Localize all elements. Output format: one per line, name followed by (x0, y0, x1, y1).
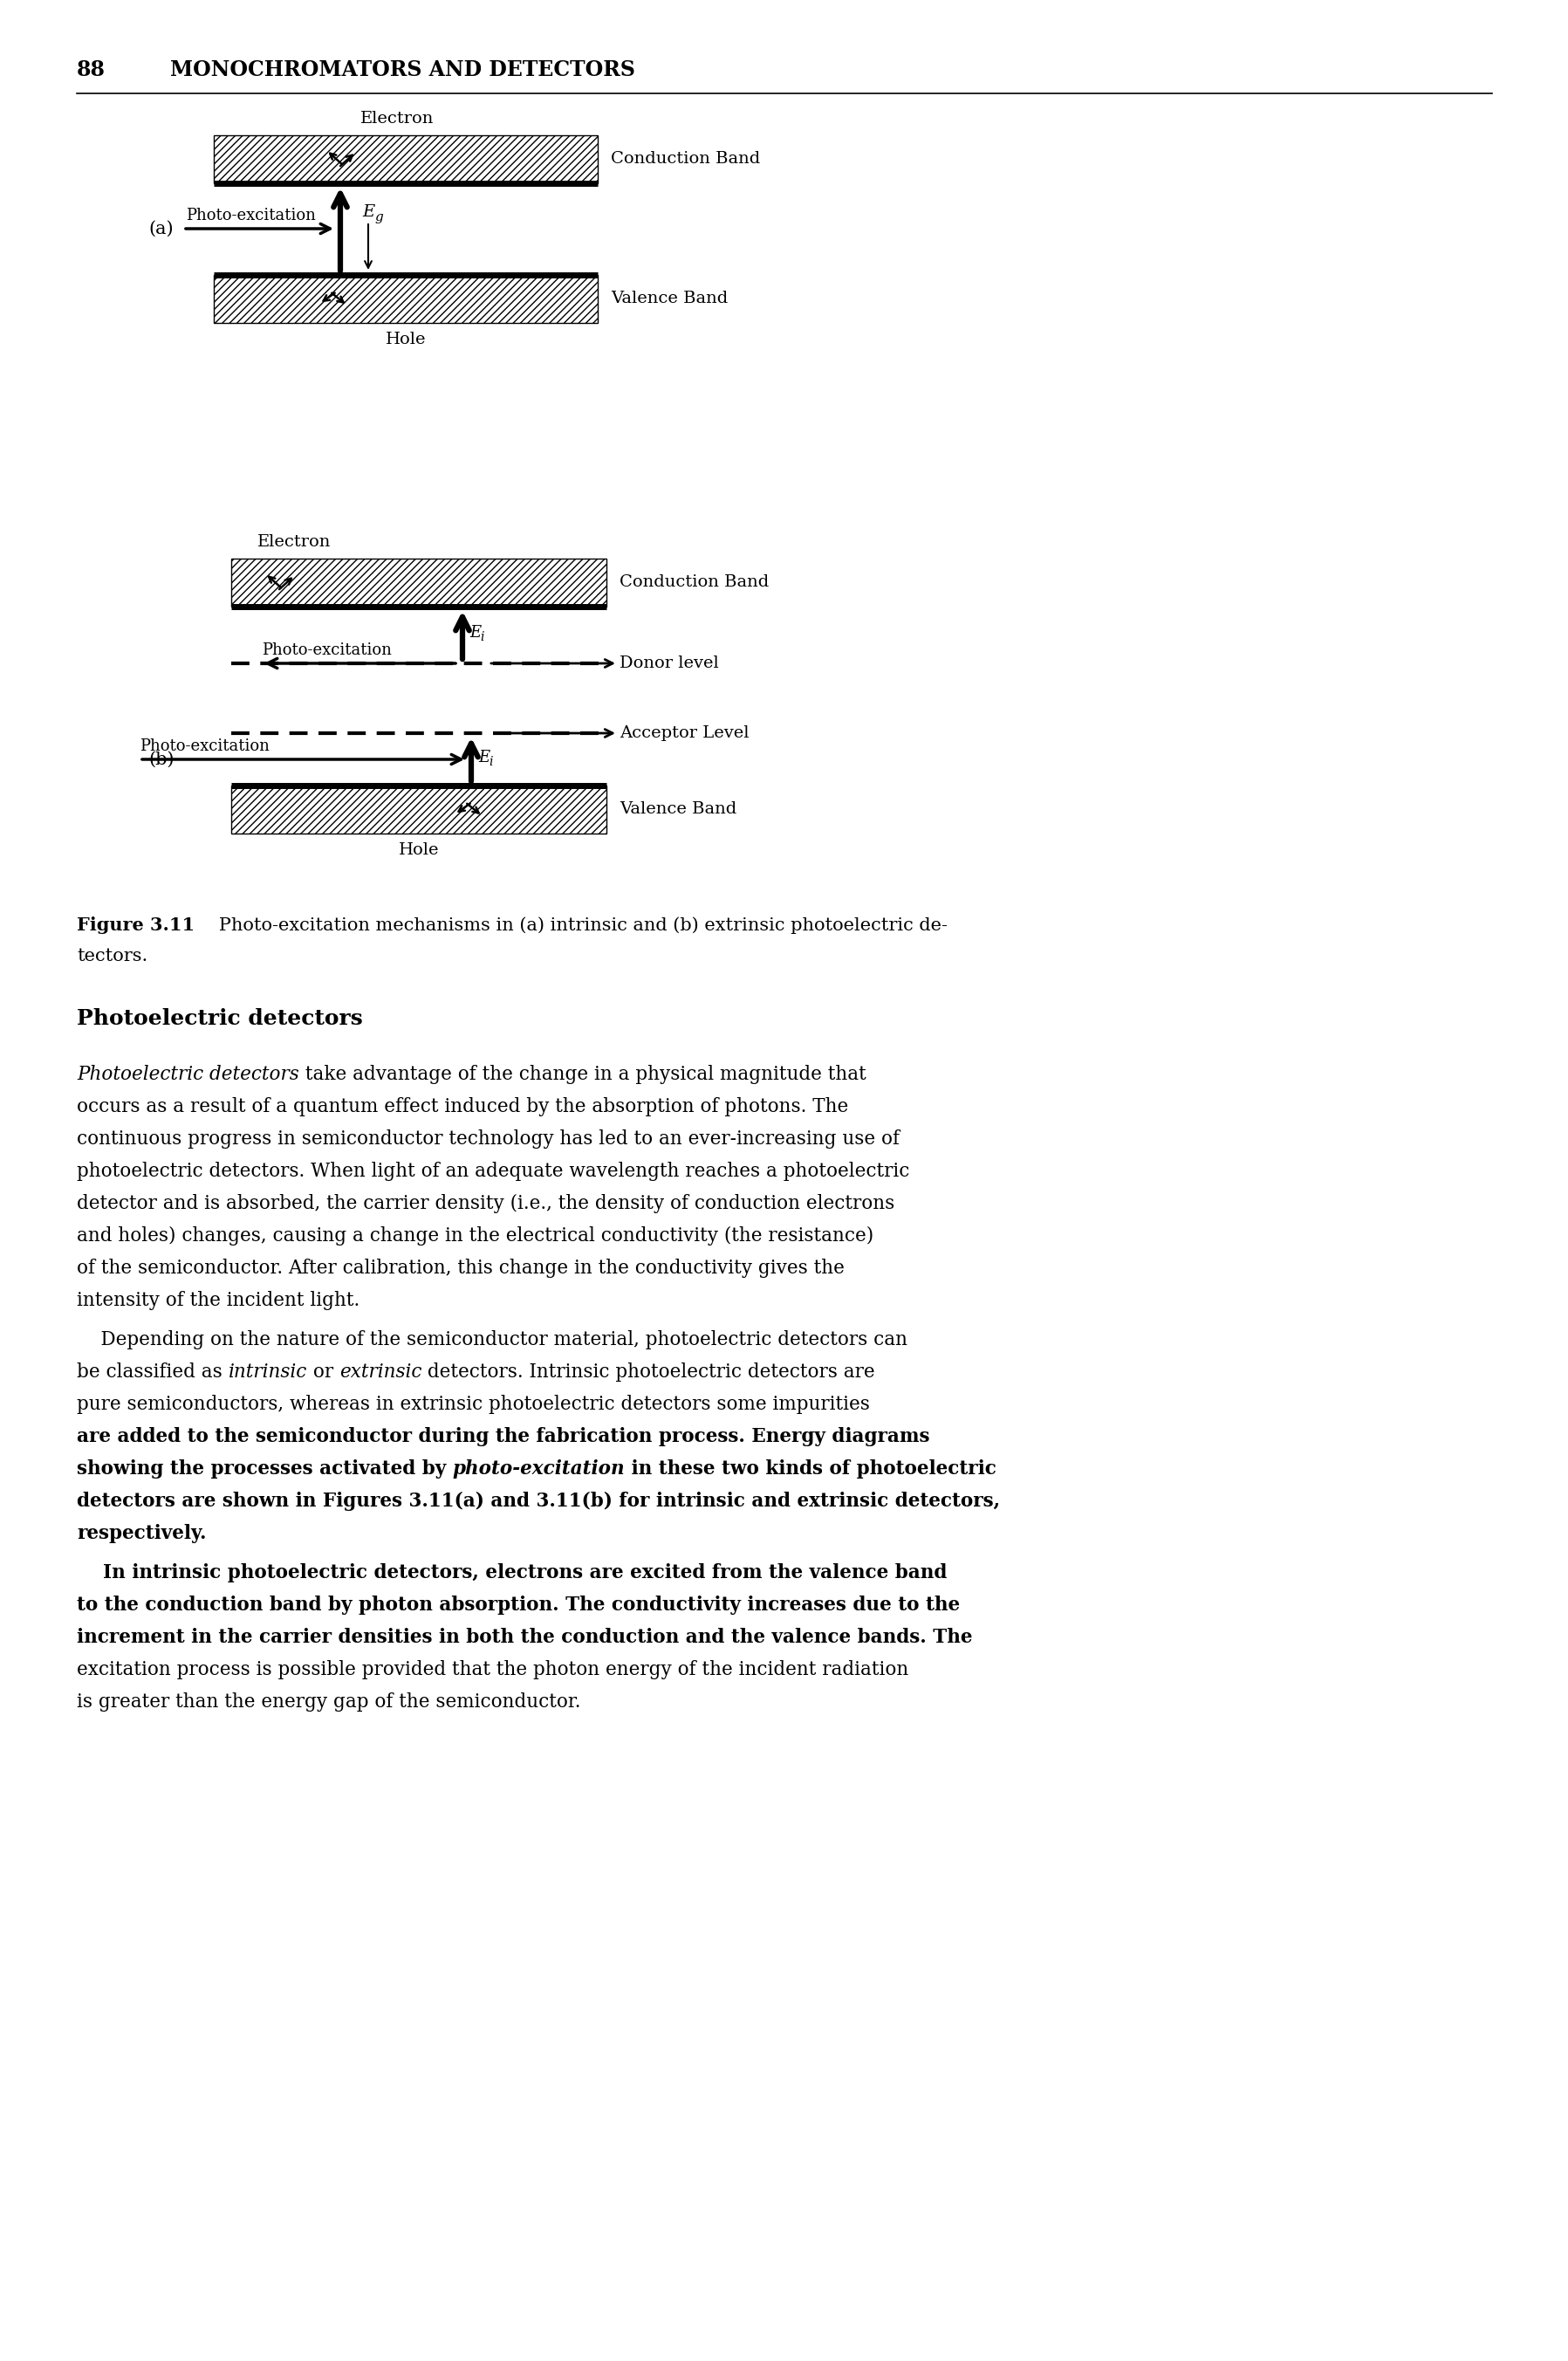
Text: tectors.: tectors. (77, 947, 147, 966)
Text: Hole: Hole (386, 331, 426, 347)
Text: take advantage of the change in a physical magnitude that: take advantage of the change in a physic… (299, 1065, 866, 1084)
Text: Donor level: Donor level (619, 656, 718, 671)
Text: detector and is absorbed, the carrier density (i.e., the density of conduction e: detector and is absorbed, the carrier de… (77, 1195, 895, 1214)
Text: increment in the carrier densities in both the conduction and the valence bands.: increment in the carrier densities in bo… (77, 1627, 972, 1648)
Text: Figure 3.11: Figure 3.11 (77, 916, 194, 935)
Text: intrinsic: intrinsic (229, 1362, 307, 1381)
Text: Valence Band: Valence Band (612, 290, 728, 307)
Text: showing the processes activated by: showing the processes activated by (77, 1459, 453, 1478)
Text: pure semiconductors, whereas in extrinsic photoelectric detectors some impuritie: pure semiconductors, whereas in extrinsi… (77, 1395, 870, 1414)
Text: or: or (307, 1362, 339, 1381)
Text: Hole: Hole (398, 843, 439, 857)
Bar (230, 786, 607, 833)
Text: Conduction Band: Conduction Band (619, 574, 768, 590)
Text: Photo-excitation: Photo-excitation (140, 739, 270, 753)
Text: intensity of the incident light.: intensity of the incident light. (77, 1291, 359, 1310)
Text: Photo-excitation mechanisms in (a) intrinsic and (b) extrinsic photoelectric de-: Photo-excitation mechanisms in (a) intri… (202, 916, 947, 933)
Text: excitation process is possible provided that the photon energy of the incident r: excitation process is possible provided … (77, 1660, 908, 1679)
Text: photo-excitation: photo-excitation (453, 1459, 626, 1478)
Text: In intrinsic photoelectric detectors, electrons are excited from the valence ban: In intrinsic photoelectric detectors, el… (77, 1563, 947, 1582)
Text: E: E (469, 626, 481, 640)
Text: Photoelectric detectors: Photoelectric detectors (77, 1008, 362, 1029)
Text: and holes) changes, causing a change in the electrical conductivity (the resista: and holes) changes, causing a change in … (77, 1225, 873, 1247)
Bar (230, 560, 607, 607)
Text: E: E (362, 205, 375, 220)
Text: are added to the semiconductor during the fabrication process. Energy diagrams: are added to the semiconductor during th… (77, 1426, 930, 1447)
Text: respectively.: respectively. (77, 1523, 207, 1544)
Text: Electron: Electron (257, 534, 331, 550)
Text: (a): (a) (149, 220, 174, 236)
Text: i: i (489, 756, 492, 767)
Bar (213, 274, 597, 323)
Text: (b): (b) (149, 751, 174, 767)
Text: of the semiconductor. After calibration, this change in the conductivity gives t: of the semiconductor. After calibration,… (77, 1258, 845, 1277)
Text: Conduction Band: Conduction Band (612, 151, 760, 168)
Text: extrinsic: extrinsic (339, 1362, 422, 1381)
Text: Photo-excitation: Photo-excitation (262, 642, 392, 659)
Text: detectors. Intrinsic photoelectric detectors are: detectors. Intrinsic photoelectric detec… (422, 1362, 875, 1381)
Text: MONOCHROMATORS AND DETECTORS: MONOCHROMATORS AND DETECTORS (171, 59, 635, 80)
Text: continuous progress in semiconductor technology has led to an ever-increasing us: continuous progress in semiconductor tec… (77, 1129, 900, 1150)
Text: Photo-excitation: Photo-excitation (187, 208, 315, 224)
Text: be classified as: be classified as (77, 1362, 229, 1381)
Text: is greater than the energy gap of the semiconductor.: is greater than the energy gap of the se… (77, 1693, 580, 1712)
Text: 88: 88 (77, 59, 105, 80)
Text: occurs as a result of a quantum effect induced by the absorption of photons. The: occurs as a result of a quantum effect i… (77, 1098, 848, 1117)
Text: E: E (478, 751, 489, 765)
Text: i: i (480, 630, 485, 642)
Bar (213, 135, 597, 184)
Text: Depending on the nature of the semiconductor material, photoelectric detectors c: Depending on the nature of the semicondu… (77, 1329, 908, 1350)
Text: Valence Band: Valence Band (619, 800, 737, 817)
Text: g: g (375, 210, 383, 224)
Text: Acceptor Level: Acceptor Level (619, 725, 750, 741)
Text: detectors are shown in Figures 3.11(a) and 3.11(b) for intrinsic and extrinsic d: detectors are shown in Figures 3.11(a) a… (77, 1492, 1000, 1511)
Text: photoelectric detectors. When light of an adequate wavelength reaches a photoele: photoelectric detectors. When light of a… (77, 1162, 909, 1180)
Text: in these two kinds of photoelectric: in these two kinds of photoelectric (626, 1459, 997, 1478)
Text: Photoelectric detectors: Photoelectric detectors (77, 1065, 299, 1084)
Text: to the conduction band by photon absorption. The conductivity increases due to t: to the conduction band by photon absorpt… (77, 1596, 960, 1615)
Text: Electron: Electron (361, 111, 434, 127)
